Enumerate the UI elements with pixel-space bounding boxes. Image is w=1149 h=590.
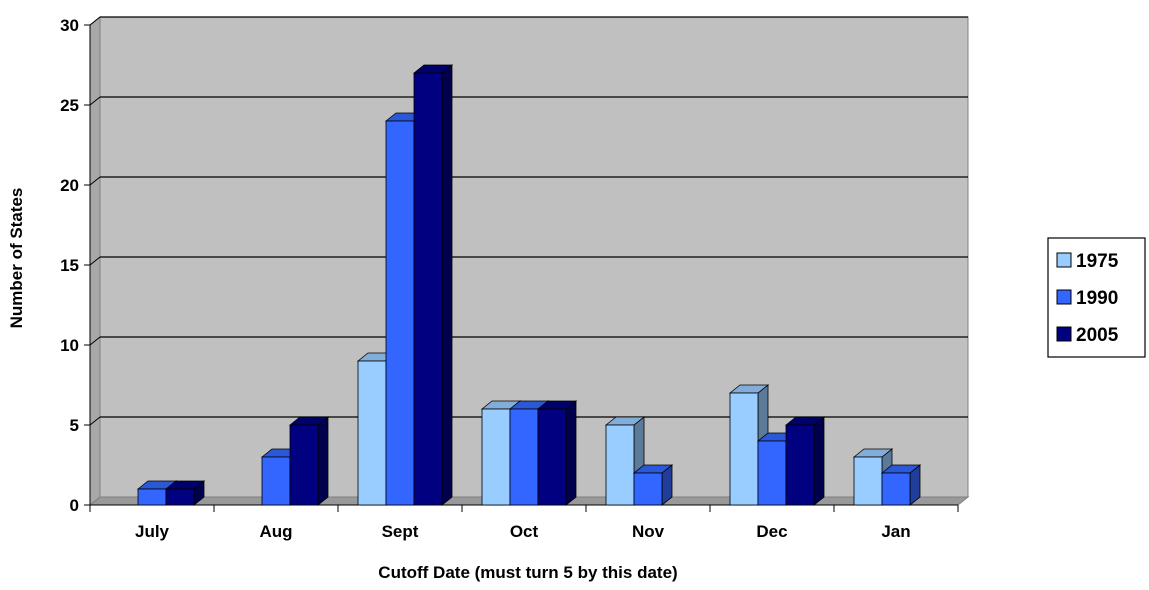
x-tick-label: Dec	[756, 522, 787, 541]
bar-front	[165, 488, 195, 506]
bar-front	[357, 360, 387, 506]
gridline-side	[89, 256, 101, 266]
legend: 1975 1990 2005	[1047, 237, 1146, 358]
bar-side	[317, 416, 329, 506]
bar	[536, 400, 578, 506]
bar-front	[785, 424, 815, 506]
gridline-side	[89, 176, 101, 186]
bar-side	[813, 416, 825, 506]
bar-front	[413, 72, 443, 506]
bar-front	[605, 424, 635, 506]
x-tick-label: Sept	[382, 522, 419, 541]
bar-front	[509, 408, 539, 506]
bar	[288, 416, 330, 506]
y-axis-title: Number of States	[7, 188, 26, 329]
x-tick-label: July	[135, 522, 170, 541]
legend-swatch	[1056, 326, 1072, 342]
gridline-side	[89, 16, 101, 26]
bar-front	[385, 120, 415, 506]
bar-front	[481, 408, 511, 506]
gridline-side	[89, 96, 101, 106]
bar-front	[729, 392, 759, 506]
x-axis-title: Cutoff Date (must turn 5 by this date)	[378, 563, 677, 582]
x-tick-label: Nov	[632, 522, 665, 541]
gridline-side	[89, 416, 101, 426]
y-tick-label: 0	[70, 496, 79, 515]
bar-front	[537, 408, 567, 506]
bar-front	[261, 456, 291, 506]
bar-front	[289, 424, 319, 506]
bar-front	[881, 472, 911, 506]
y-tick-label: 25	[60, 96, 79, 115]
x-tick-label: Jan	[881, 522, 910, 541]
y-tick-label: 10	[60, 336, 79, 355]
bar	[632, 464, 674, 506]
bar-side	[565, 400, 577, 506]
bar-front	[137, 488, 167, 506]
y-tick-label: 15	[60, 256, 79, 275]
bar-front	[757, 440, 787, 506]
bar-side	[441, 64, 453, 506]
x-tick-label: Aug	[259, 522, 292, 541]
x-tick-label: Oct	[510, 522, 539, 541]
gridline-side	[89, 336, 101, 346]
bar-front	[853, 456, 883, 506]
y-tick-label: 30	[60, 16, 79, 35]
bar	[784, 416, 826, 506]
y-axis: 0 5 10 15 20 25 30	[60, 16, 91, 515]
x-axis: July Aug Sept Oct Nov Dec Jan	[89, 504, 959, 541]
y-tick-label: 20	[60, 176, 79, 195]
bar	[880, 464, 922, 506]
bar	[164, 480, 206, 506]
legend-swatch	[1056, 252, 1072, 268]
bar-front	[633, 472, 663, 506]
legend-label: 1990	[1076, 288, 1118, 309]
legend-swatch	[1056, 289, 1072, 305]
legend-label: 1975	[1076, 251, 1119, 272]
bars	[136, 64, 922, 506]
legend-label: 2005	[1076, 325, 1119, 346]
bar	[412, 64, 454, 506]
y-tick-label: 5	[70, 416, 79, 435]
